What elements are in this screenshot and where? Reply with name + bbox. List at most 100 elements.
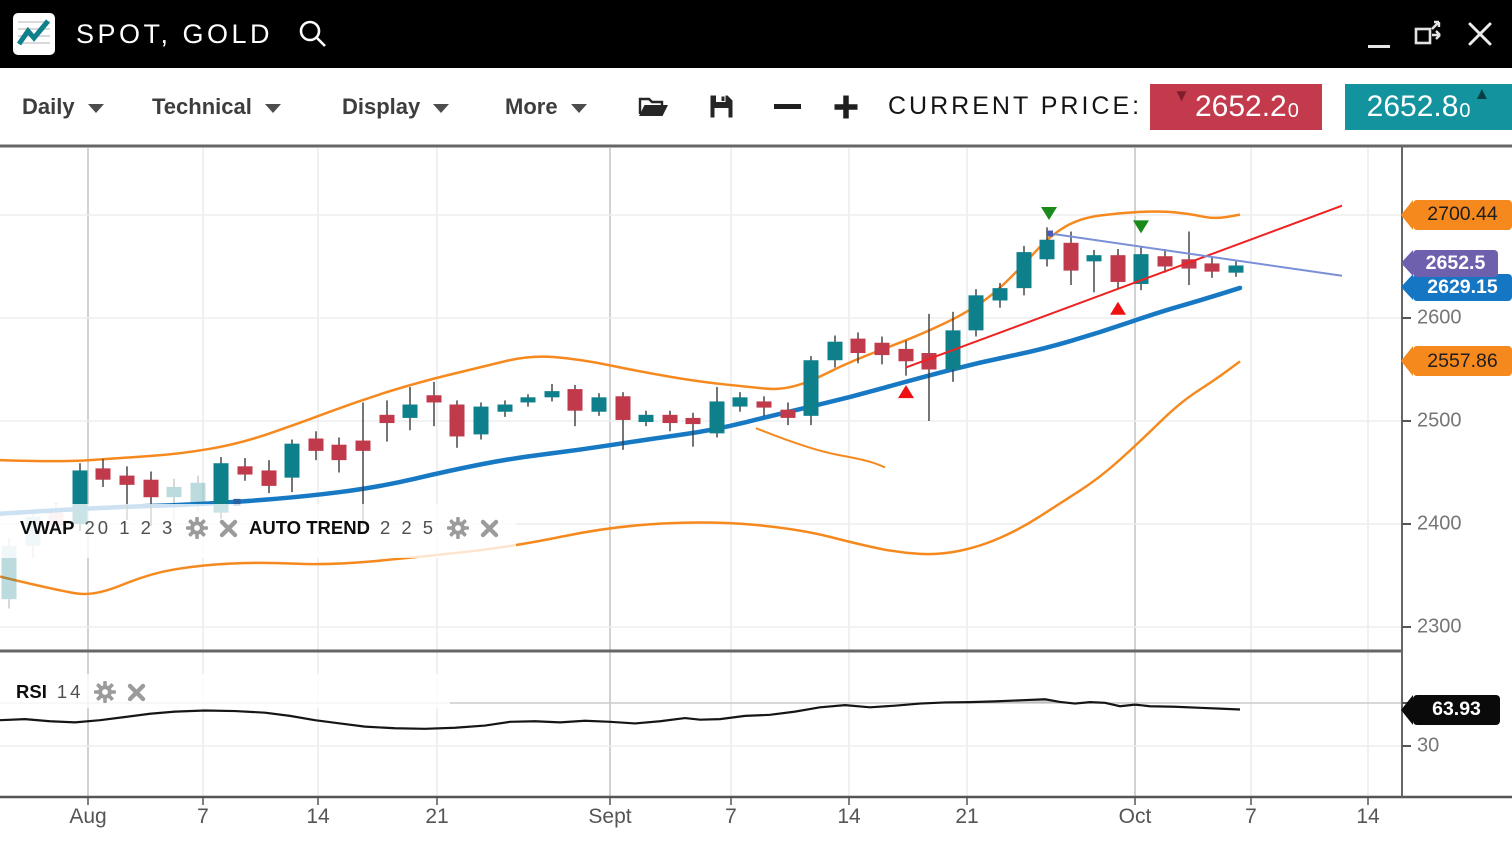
menu-more[interactable]: More (505, 68, 587, 145)
titlebar: SPOT, GOLD (0, 0, 1512, 68)
tag-notch (1401, 346, 1413, 377)
bid-price-box[interactable]: ▼ 2652.2 0 (1150, 84, 1322, 130)
price-tag: 2652.5 (1401, 250, 1498, 278)
bid-price-small-digit: 0 (1287, 100, 1299, 122)
candle (898, 340, 914, 376)
candle (520, 394, 536, 407)
candle (685, 412, 701, 447)
vwap-indicator-label: VWAP 20 1 2 3 (20, 515, 238, 541)
auto-trend-lines (905, 204, 1343, 369)
candle (827, 335, 843, 368)
candle (1086, 250, 1102, 293)
tag-value: 2652.5 (1425, 252, 1486, 275)
save-icon (710, 95, 733, 118)
app-logo-icon (12, 12, 56, 56)
x-axis-label: 14 (837, 805, 861, 828)
tag-notch (1401, 274, 1413, 301)
candle (756, 396, 772, 416)
ask-price-box[interactable]: 2652.8 0 ▲ (1345, 84, 1512, 130)
open-file-button[interactable] (638, 68, 669, 145)
candle (261, 460, 277, 494)
price-axis-label: 2500 (1417, 409, 1462, 432)
menu-display-label: Display (342, 93, 421, 119)
vwap-settings-gear-icon[interactable] (185, 516, 209, 540)
auto-trend-remove-icon[interactable] (480, 519, 499, 538)
candle (1110, 248, 1126, 290)
restore-window-button[interactable] (1412, 19, 1442, 49)
rsi-plot (0, 674, 1241, 730)
tag-notch (1401, 694, 1413, 725)
price-tag: 2557.86 (1401, 346, 1512, 377)
candle (237, 458, 253, 481)
tag-value: 2700.44 (1427, 203, 1498, 226)
rsi-params: 14 (56, 681, 84, 702)
auto-trend-params: 2 2 5 (379, 517, 437, 538)
price-axis-label: 2600 (1417, 306, 1462, 329)
indicator-label-strip (0, 504, 516, 558)
minus-icon (774, 104, 801, 109)
x-axis-label: 7 (197, 805, 209, 828)
candle (615, 392, 631, 450)
auto-trend-indicator-label: AUTO TREND 2 2 5 (249, 515, 499, 541)
vwap-remove-icon[interactable] (219, 519, 238, 538)
menu-daily-label: Daily (22, 93, 75, 119)
signal-arrows (898, 206, 1149, 399)
sell-signal-arrow-icon (1041, 206, 1057, 220)
menu-daily[interactable]: Daily (22, 68, 104, 145)
x-axis-label: Sept (588, 805, 632, 828)
rsi-value-tag: 63.93 (1401, 694, 1500, 725)
candle (662, 410, 678, 432)
search-icon[interactable] (297, 18, 329, 50)
window-controls (1368, 0, 1496, 68)
candle (1181, 231, 1197, 286)
chevron-down-icon (87, 104, 104, 113)
plus-icon (834, 95, 858, 118)
symbol-title: SPOT, GOLD (76, 18, 274, 49)
rsi-remove-icon[interactable] (127, 683, 146, 702)
save-button[interactable] (708, 68, 735, 145)
candle (449, 400, 465, 448)
chevron-down-icon (433, 104, 450, 113)
x-axis-label: 14 (306, 805, 330, 828)
candle (591, 393, 607, 416)
candle (874, 336, 890, 365)
rsi-axis-label: 30 (1417, 734, 1440, 757)
candle (567, 384, 583, 427)
vwap-line (0, 285, 1243, 516)
x-axis-label: Aug (69, 805, 107, 828)
price-axis-label: 2300 (1417, 615, 1462, 638)
buy-signal-arrow-icon (898, 385, 914, 399)
tag-notch (1401, 199, 1413, 230)
auto-trend-settings-gear-icon[interactable] (446, 516, 470, 540)
candle (95, 459, 111, 487)
candle (1228, 261, 1244, 277)
menu-more-label: More (505, 93, 558, 119)
candle (850, 332, 866, 364)
ask-price-small-digit: 0 (1459, 100, 1471, 122)
menu-technical-label: Technical (152, 93, 252, 119)
tag-value: 2629.15 (1427, 276, 1498, 299)
menu-technical[interactable]: Technical (152, 68, 281, 145)
candle (1157, 248, 1173, 273)
chevron-down-icon (264, 104, 281, 113)
tag-notch (1401, 250, 1413, 277)
candlestick-series (1, 227, 1244, 609)
rsi-settings-gear-icon[interactable] (93, 680, 117, 704)
menu-display[interactable]: Display (342, 68, 450, 145)
zoom-out-button[interactable] (774, 68, 801, 145)
candle (544, 383, 560, 402)
candle (284, 439, 300, 493)
candle (497, 400, 513, 417)
tag-value: 63.93 (1432, 698, 1481, 721)
minimize-button[interactable] (1368, 44, 1390, 48)
candle (780, 402, 796, 426)
close-button[interactable] (1464, 18, 1496, 50)
zoom-in-button[interactable] (832, 68, 860, 145)
candle (1204, 257, 1220, 278)
candle (1063, 231, 1079, 286)
ask-price-value: 2652.8 (1366, 90, 1459, 123)
candle (921, 313, 937, 421)
vwap-params: 20 1 2 3 (84, 517, 176, 538)
buy-signal-arrow-icon (1110, 301, 1126, 315)
